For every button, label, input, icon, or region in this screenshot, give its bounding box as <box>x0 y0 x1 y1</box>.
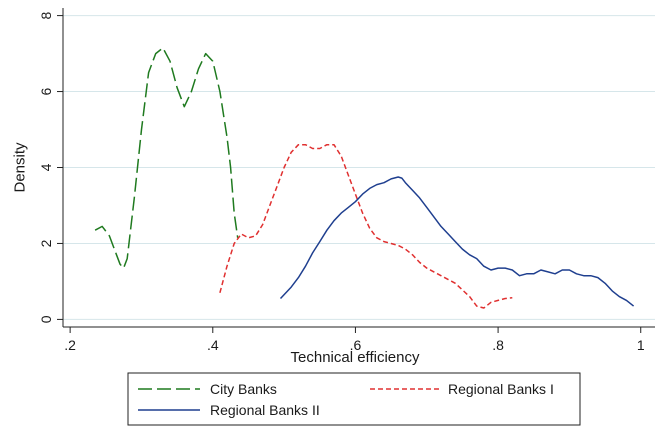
x-tick-label: .8 <box>492 337 504 353</box>
legend-label-2: Regional Banks II <box>210 402 320 418</box>
x-tick-label: .6 <box>350 337 362 353</box>
x-tick-label: .2 <box>64 337 76 353</box>
series-line-2 <box>279 176 635 307</box>
legend: City Banks Regional Banks I Regional Banks… <box>127 372 581 426</box>
series-line-1 <box>219 143 513 309</box>
y-tick-label: 4 <box>38 163 54 171</box>
legend-label-0: City Banks <box>210 381 277 397</box>
grid-lines <box>63 15 655 320</box>
x-tick-label: .4 <box>207 337 219 353</box>
legend-label-1: Regional Banks I <box>448 381 554 397</box>
y-tick-label: 8 <box>38 11 54 19</box>
x-tick-label: 1 <box>637 337 645 353</box>
tick-marks: .2 .4 .6 .8 1 0 2 4 6 8 <box>38 11 645 353</box>
y-axis-title: Density <box>12 142 29 193</box>
y-tick-label: 0 <box>38 315 54 323</box>
x-axis-title: Technical efficiency <box>291 349 420 366</box>
y-tick-label: 6 <box>38 87 54 95</box>
series-lines <box>94 47 635 309</box>
series-line-0 <box>94 47 239 269</box>
y-tick-label: 2 <box>38 239 54 247</box>
legend-box <box>127 372 581 426</box>
